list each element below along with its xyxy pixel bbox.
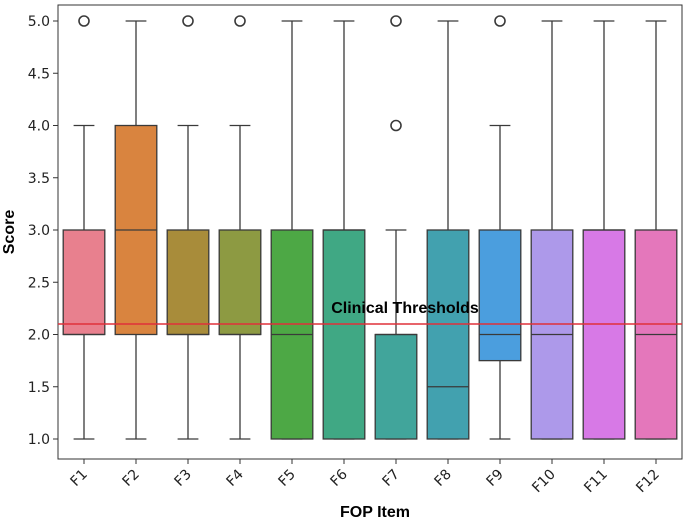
- box-F8: [426, 20, 470, 440]
- y-tick-label: 4.0: [28, 119, 50, 135]
- outlier-point: [78, 15, 90, 27]
- box-F10: [530, 20, 574, 440]
- iqr-box: [218, 229, 262, 336]
- x-axis: F1 F2 F3 F4 F5 F6 F7 F8 F9 F10 F11 F12: [68, 459, 663, 496]
- x-tick-label: F9: [484, 467, 507, 490]
- box-F12: [634, 20, 678, 440]
- plot-frame: [57, 4, 683, 460]
- outlier-point: [234, 15, 246, 27]
- box-F9: [478, 15, 522, 440]
- x-tick-label: F5: [276, 467, 299, 490]
- y-axis-label: Score: [1, 210, 18, 255]
- box-F11: [582, 20, 626, 440]
- iqr-box: [166, 229, 210, 336]
- x-tick-label: F1: [68, 467, 91, 490]
- x-axis-label: FOP Item: [340, 504, 410, 521]
- y-tick-label: 3.0: [28, 223, 50, 239]
- box-F2: [114, 20, 158, 440]
- y-tick-label: 4.5: [28, 66, 50, 82]
- x-tick-label: F10: [529, 467, 559, 497]
- iqr-box: [478, 229, 522, 362]
- clinical-threshold-label: Clinical Thresholds: [331, 300, 479, 317]
- box-F1: [62, 15, 106, 440]
- iqr-box: [426, 229, 470, 440]
- y-tick-label: 5.0: [28, 14, 50, 30]
- x-tick-label: F8: [432, 467, 455, 490]
- x-tick-label: F12: [633, 467, 663, 497]
- boxes-group: [62, 15, 678, 440]
- outlier-point: [390, 119, 402, 132]
- y-tick-label: 2.0: [28, 328, 50, 344]
- iqr-box: [374, 333, 418, 440]
- box-F3: [166, 15, 210, 440]
- x-tick-label: F4: [224, 466, 247, 489]
- y-tick-label: 3.5: [28, 171, 50, 187]
- y-axis: 1.0 1.5 2.0 2.5 3.0 3.5 4.0 4.5 5.0: [28, 14, 58, 448]
- iqr-box: [582, 229, 626, 440]
- box-F5: [270, 20, 314, 440]
- y-tick-label: 2.5: [28, 275, 50, 291]
- y-tick-label: 1.0: [28, 432, 50, 448]
- x-tick-label: F2: [120, 467, 143, 490]
- box-F4: [218, 15, 262, 440]
- x-tick-label: F11: [581, 467, 611, 497]
- outlier-point: [182, 15, 194, 27]
- x-tick-label: F6: [328, 466, 351, 489]
- outlier-point: [390, 15, 402, 27]
- outlier-point: [494, 15, 506, 27]
- iqr-box: [62, 229, 106, 336]
- y-tick-label: 1.5: [28, 380, 50, 396]
- iqr-box: [322, 229, 366, 440]
- x-tick-label: F3: [172, 467, 195, 490]
- box-F7: [374, 15, 418, 440]
- box-F6: [322, 20, 366, 440]
- x-tick-label: F7: [380, 467, 403, 490]
